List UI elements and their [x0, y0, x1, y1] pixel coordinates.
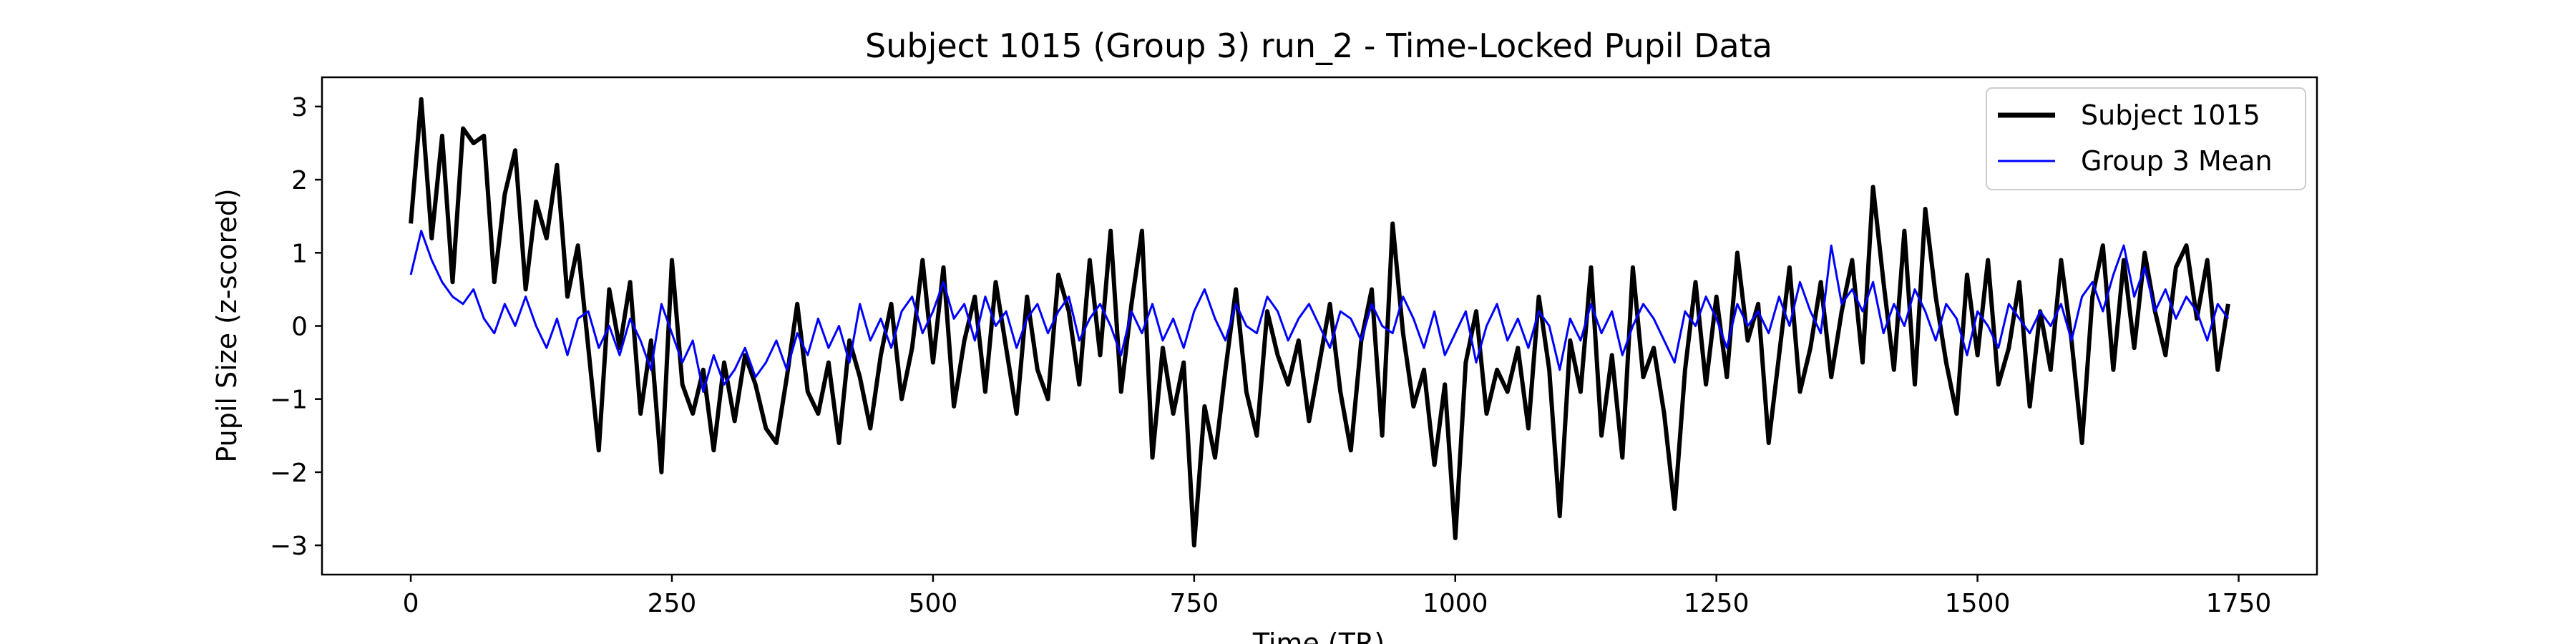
y-tick-label: 1 — [291, 239, 308, 268]
y-tick-label: −1 — [270, 386, 308, 415]
x-axis: 0 250 500 750 1000 1250 1500 1750 — [403, 575, 2272, 618]
y-axis: −3 −2 −1 0 1 2 3 — [270, 93, 322, 561]
x-tick-label: 500 — [909, 589, 958, 618]
x-tick-label: 250 — [648, 589, 697, 618]
y-axis-label: Pupil Size (z-scored) — [211, 188, 243, 462]
series-line-group-mean — [409, 230, 2230, 393]
y-tick-label: −2 — [270, 459, 308, 488]
legend-label-subject: Subject 1015 — [2081, 99, 2260, 131]
x-tick-label: 1500 — [1945, 589, 2011, 618]
legend-box — [1986, 87, 2306, 190]
y-tick-label: 3 — [291, 93, 308, 122]
x-tick-label: 1250 — [1684, 589, 1750, 618]
y-tick-label: −3 — [270, 532, 308, 561]
x-axis-label: Time (TR) — [1252, 628, 1385, 644]
series-line-subject — [409, 97, 2230, 548]
y-tick-label: 2 — [291, 166, 308, 195]
x-tick-label: 0 — [403, 589, 419, 618]
plot-area — [409, 97, 2230, 548]
series-layer — [409, 97, 2230, 548]
x-tick-label: 1750 — [2206, 589, 2272, 618]
y-tick-label: 0 — [291, 313, 308, 342]
legend: Subject 1015 Group 3 Mean — [1986, 87, 2306, 190]
chart-title: Subject 1015 (Group 3) run_2 - Time-Lock… — [865, 26, 1772, 65]
legend-label-group-mean: Group 3 Mean — [2081, 145, 2273, 177]
x-tick-label: 1000 — [1423, 589, 1488, 618]
x-tick-label: 750 — [1169, 589, 1219, 618]
